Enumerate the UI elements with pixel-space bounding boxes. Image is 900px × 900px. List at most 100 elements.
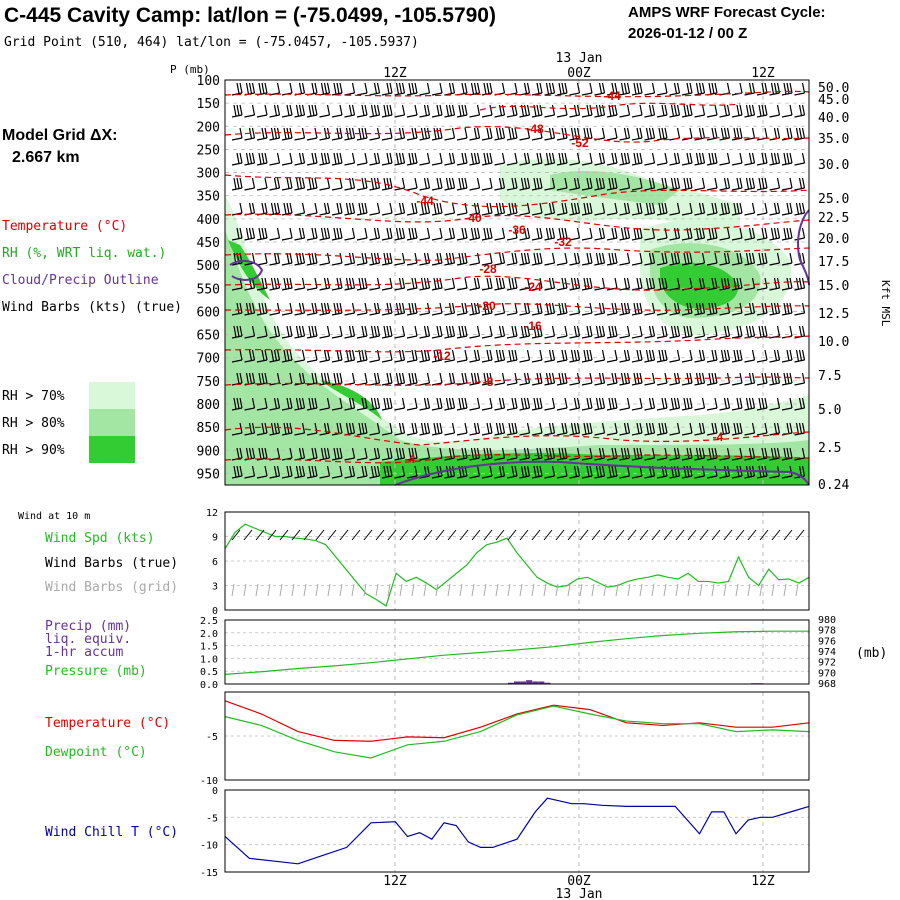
barb-staff — [631, 162, 643, 166]
barb-feather — [676, 277, 681, 289]
wind-barb — [481, 277, 493, 291]
wind-barb — [256, 422, 268, 436]
barb-feather — [398, 227, 403, 239]
temperature-label: -36 — [508, 223, 526, 237]
wind-barb — [494, 349, 506, 363]
wind-barb — [794, 397, 806, 411]
wind-barb — [606, 325, 618, 339]
height-tick-label: 12.5 — [818, 307, 849, 322]
barb-staff — [531, 312, 543, 316]
barb-feather — [314, 277, 318, 289]
wind-barb — [606, 302, 618, 316]
wind-barb — [456, 252, 468, 266]
barb-feather — [539, 177, 543, 189]
barb-feather — [289, 325, 293, 337]
barb-feather — [448, 372, 453, 384]
barb-feather — [476, 82, 481, 94]
legend-dewpoint: Dewpoint (°C) — [45, 745, 147, 760]
barb-feather — [801, 127, 806, 139]
wind-barb — [631, 152, 643, 166]
wind-barb — [706, 227, 718, 241]
barb-feather — [586, 177, 590, 189]
barb-feather — [361, 397, 365, 409]
barb-feather — [598, 465, 603, 477]
barb-feather — [651, 227, 656, 239]
barb-feather — [401, 227, 406, 239]
barb-feather — [701, 177, 706, 189]
wind-barb-true — [447, 529, 457, 541]
barb-feather — [389, 227, 393, 239]
barb-staff — [706, 237, 718, 241]
barb-staff — [694, 237, 705, 241]
barb-feather — [495, 202, 500, 215]
barb-feather — [473, 349, 478, 361]
barb-feather — [611, 397, 615, 409]
wind-barb — [456, 447, 468, 461]
precip-bar — [526, 680, 533, 684]
barb-feather — [564, 465, 568, 477]
wind-barb — [369, 82, 381, 96]
barb-feather — [626, 277, 631, 289]
barb-feather — [464, 447, 468, 459]
wind-barb — [756, 202, 768, 216]
temperature-label: -24 — [524, 280, 542, 294]
wind-barb — [719, 227, 731, 241]
wind-barb — [431, 127, 443, 141]
barb-feather — [264, 202, 268, 214]
barb-staff — [681, 335, 693, 339]
barb-staff — [256, 359, 268, 363]
barb-staff — [469, 475, 480, 479]
rh70-swatch — [89, 382, 135, 409]
barb-feather — [776, 302, 781, 314]
barb-feather — [339, 465, 343, 477]
wind-barb — [781, 372, 793, 386]
barb-feather — [423, 422, 428, 434]
barb-staff — [794, 475, 805, 479]
barb-staff — [619, 237, 630, 241]
barb-feather — [658, 349, 662, 362]
barb-feather — [798, 202, 803, 214]
barb-feather — [401, 127, 406, 139]
barb-feather — [701, 422, 706, 434]
barb-feather — [473, 127, 478, 139]
wind-barb — [481, 349, 493, 363]
temperature-line — [224, 700, 810, 742]
barb-feather — [689, 177, 693, 189]
barb-feather — [476, 422, 481, 434]
wind-barb — [494, 152, 506, 166]
barb-feather — [386, 227, 390, 239]
wind-barb — [406, 447, 418, 461]
wind-barb — [681, 202, 693, 216]
barb-feather — [348, 397, 353, 409]
barb-feather — [261, 152, 265, 164]
barb-feather — [736, 177, 740, 189]
barb-feather — [614, 397, 618, 409]
barb-staff — [319, 335, 330, 339]
wind-barb — [581, 177, 593, 191]
barb-feather — [339, 372, 343, 384]
barb-feather — [651, 252, 656, 264]
barb-feather — [358, 422, 362, 435]
barb-feather — [439, 202, 443, 214]
barb-feather — [298, 152, 303, 164]
barb-feather — [611, 152, 615, 164]
barb-feather — [248, 82, 253, 94]
barb-feather — [289, 397, 293, 409]
barb-staff — [669, 114, 680, 118]
barb-staff — [756, 382, 768, 386]
barb-feather — [351, 227, 356, 239]
barb-feather — [408, 372, 412, 385]
barb-staff — [681, 237, 693, 241]
barb-feather — [373, 465, 378, 477]
barb-feather — [701, 104, 706, 116]
barb-feather — [239, 104, 243, 116]
barb-feather — [583, 277, 587, 290]
wind-barb-grid — [555, 583, 559, 597]
barb-staff — [381, 475, 393, 479]
barb-staff — [331, 335, 343, 339]
barb-staff — [731, 237, 743, 241]
wind-barb — [519, 447, 531, 461]
barb-feather — [389, 104, 393, 116]
barb-staff — [481, 287, 493, 291]
precip-bar — [538, 681, 545, 684]
